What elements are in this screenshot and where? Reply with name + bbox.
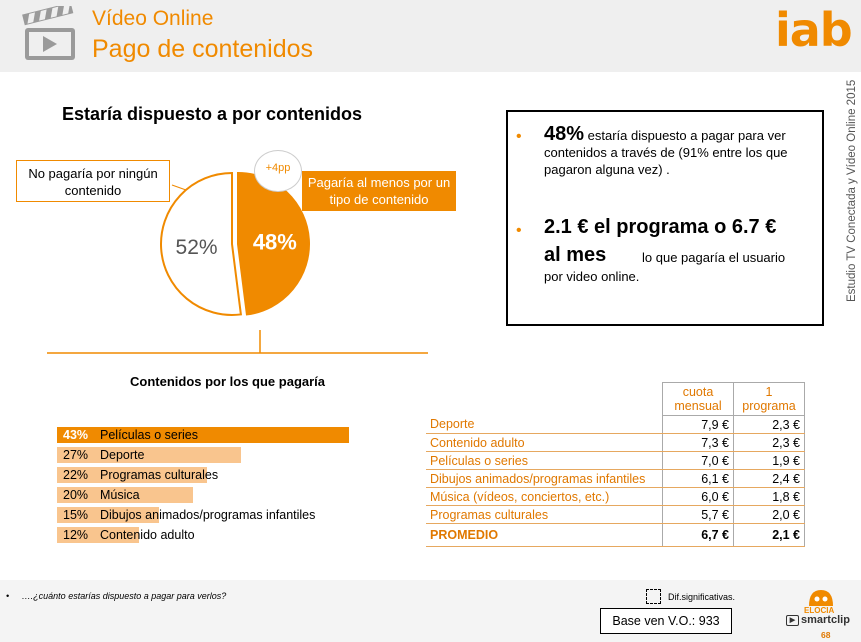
significance-legend-swatch	[646, 589, 661, 604]
table-row: Dibujos animados/programas infantiles 6,1…	[426, 469, 805, 488]
finding-share-value: 48%	[544, 123, 585, 145]
smartclip-logo: ▶ smartclip	[786, 614, 850, 626]
program-price-cell: 1,8 €	[733, 487, 805, 506]
page-title: Pago de contenidos	[92, 35, 314, 63]
elocia-logo-icon	[809, 590, 833, 606]
content-type-cell: Programas culturales	[426, 505, 663, 524]
footnote: • ….¿cuánto estarías dispuesto a pagar p…	[6, 591, 226, 601]
base-size-label: Base ven V.O.: 933	[600, 608, 732, 634]
monthly-price-cell: 6,1 €	[662, 469, 734, 488]
bullet-marker: •	[516, 222, 522, 239]
finding-price-text1: lo que pagaría el usuario	[642, 250, 786, 265]
col-header-program: 1 programa	[733, 382, 805, 416]
average-monthly-cell: 6,7 €	[662, 523, 734, 547]
program-price-cell: 2,3 €	[733, 415, 805, 434]
bar-category-label: Películas o series	[100, 428, 198, 442]
average-label-cell: PROMEDIO	[426, 523, 663, 547]
header-band: Vídeo Online Pago de contenidos iab	[0, 0, 861, 72]
smartclip-logo-text: smartclip	[801, 614, 850, 626]
pie-label-yes: 48%	[253, 230, 297, 255]
table-row: Contenido adulto 7,3 €2,3 €	[426, 433, 805, 452]
finding-share: 48% estaría dispuesto a pagar para ver c…	[544, 123, 818, 178]
monthly-price-cell: 7,9 €	[662, 415, 734, 434]
growth-badge	[254, 150, 302, 192]
pie-heading: Estaría dispuesto a por contenidos	[62, 104, 363, 124]
pie-slice-yes	[237, 171, 310, 316]
bar-category-label: Deporte	[100, 448, 145, 462]
bar-mark	[57, 427, 350, 443]
program-price-cell: 2,3 €	[733, 433, 805, 452]
bullet-marker: •	[516, 128, 522, 145]
bar-mark	[57, 447, 241, 463]
content-type-cell: Deporte	[426, 415, 663, 434]
bar-category-label: Dibujos animados/programas infantiles	[100, 508, 316, 522]
clapperboard-icon	[22, 6, 75, 60]
bar-mark	[57, 527, 139, 543]
growth-badge-label: +4pp	[265, 162, 291, 174]
finding-price-line1: 2.1 € el programa o 6.7 €	[544, 216, 777, 238]
finding-share-text: estaría dispuesto a pagar para ver conte…	[544, 128, 788, 177]
price-table: cuota mensual 1 programa Deporte 7,9 €2,3…	[426, 382, 805, 547]
table-row: Películas o series 7,0 €1,9 €	[426, 451, 805, 470]
col-header-monthly: cuota mensual	[662, 382, 734, 416]
no-callout-connector	[171, 184, 201, 196]
play-icon: ▶	[786, 614, 799, 626]
program-price-cell: 1,9 €	[733, 451, 805, 470]
average-program-cell: 2,1 €	[733, 523, 805, 547]
table-row: Música (vídeos, conciertos, etc.) 6,0 €1,…	[426, 487, 805, 506]
monthly-price-cell: 7,0 €	[662, 451, 734, 470]
table-row: Deporte 7,9 €2,3 €	[426, 415, 805, 434]
content-type-cell: Dibujos animados/programas infantiles	[426, 469, 663, 488]
no-pay-callout: No pagaría por ningún contenido	[16, 160, 170, 202]
bar-value-label: 20%	[63, 488, 89, 502]
bar-mark	[57, 467, 207, 483]
table-row: Programas culturales 5,7 €2,0 €	[426, 505, 805, 524]
content-type-cell: Películas o series	[426, 451, 663, 470]
side-caption: Estudio TV Conectada y Vídeo Online 2015	[846, 79, 858, 302]
average-row: PROMEDIO 6,7 €2,1 €	[426, 523, 805, 547]
pay-callout: Pagaría al menos por un tipo de contenid…	[302, 171, 456, 211]
monthly-price-cell: 6,0 €	[662, 487, 734, 506]
bar-value-label: 22%	[63, 468, 89, 482]
program-price-cell: 2,4 €	[733, 469, 805, 488]
bar-value-label: 12%	[63, 528, 89, 542]
bar-category-label: Contenido adulto	[100, 528, 195, 542]
bar-category-label: Programas culturales	[100, 468, 219, 482]
monthly-price-cell: 5,7 €	[662, 505, 734, 524]
program-price-cell: 2,0 €	[733, 505, 805, 524]
bar-mark	[57, 507, 159, 523]
content-type-cell: Música (vídeos, conciertos, etc.)	[426, 487, 663, 506]
significance-legend-label: Dif.significativas.	[668, 592, 736, 602]
finding-price-text2: por video online.	[544, 269, 640, 284]
bar-value-label: 15%	[63, 508, 89, 522]
iab-logo: iab	[775, 3, 853, 57]
key-findings-box: • 48% estaría dispuesto a pagar para ver…	[506, 110, 824, 326]
footnote-bullet: •	[6, 591, 10, 601]
monthly-price-cell: 7,3 €	[662, 433, 734, 452]
footnote-question: ….¿cuánto estarías dispuesto a pagar par…	[21, 591, 227, 601]
pie-slice-no	[160, 171, 243, 316]
bar-value-label: 43%	[63, 428, 89, 442]
bars-heading: Contenidos por los que pagaría	[130, 374, 326, 389]
section-title: Vídeo Online	[92, 7, 214, 30]
bar-mark	[57, 487, 193, 503]
bar-category-label: Música	[100, 488, 140, 502]
page-number: 68	[821, 630, 831, 640]
elocia-logo-text: ELOCIA	[804, 606, 835, 615]
bar-value-label: 27%	[63, 448, 89, 462]
finding-price-line2: al mes	[544, 244, 607, 266]
pie-label-no: 52%	[176, 236, 218, 259]
content-type-cell: Contenido adulto	[426, 433, 663, 452]
